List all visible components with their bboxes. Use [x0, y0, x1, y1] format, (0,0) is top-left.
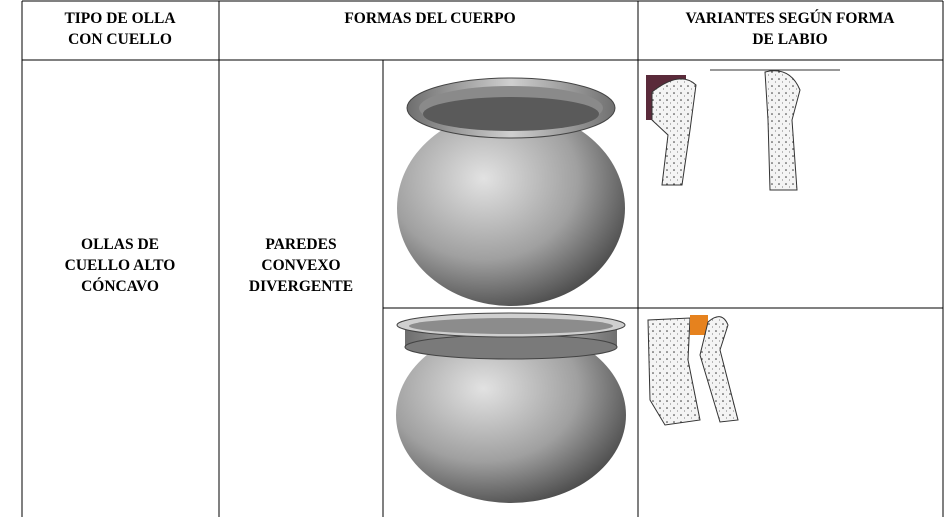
lip-variants-1 — [646, 69, 840, 191]
lip-variants-2 — [647, 315, 739, 426]
header-cell: CON CUELLO — [68, 31, 172, 48]
header-cell: FORMAS DEL CUERPO — [344, 10, 515, 27]
header-cell: TIPO DE OLLA — [64, 10, 176, 27]
cell-text: OLLAS DE — [81, 236, 159, 253]
cell-text: CONVEXO — [261, 257, 340, 274]
body-cells: OLLAS DE CUELLO ALTO CÓNCAVO PAREDES CON… — [65, 236, 353, 295]
cell-text: DIVERGENTE — [249, 278, 353, 295]
pot-2 — [396, 312, 626, 503]
header: TIPO DE OLLA CON CUELLO FORMAS DEL CUERP… — [64, 10, 895, 48]
table-grid — [21, 0, 944, 517]
header-cell: VARIANTES SEGÚN FORMA — [686, 10, 896, 27]
cell-text: PAREDES — [265, 236, 336, 253]
cell-text: CÓNCAVO — [81, 278, 159, 295]
cell-text: CUELLO ALTO — [65, 257, 176, 274]
pot-1 — [397, 77, 625, 306]
header-cell: DE LABIO — [752, 31, 827, 48]
